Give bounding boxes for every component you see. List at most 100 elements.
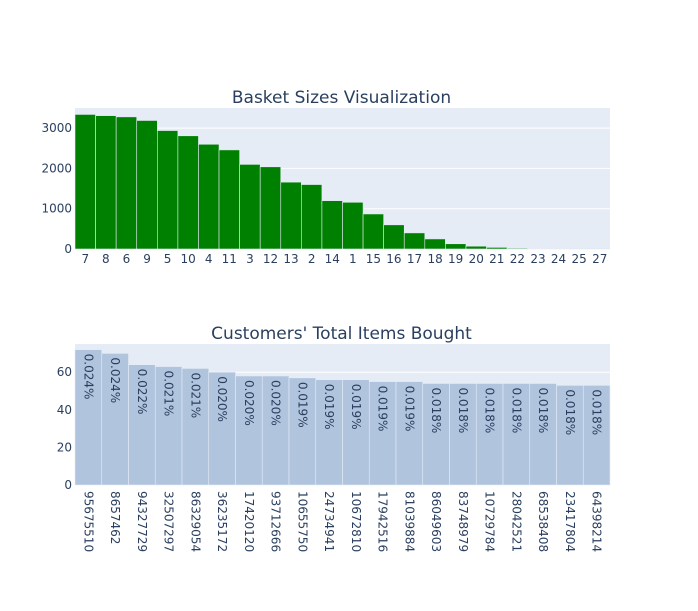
y-tick-label: 20 [57,440,72,454]
x-tick-label: 17 [407,252,422,266]
x-tick-label: 94327729 [135,491,149,552]
y-axis: 0 20 40 60 [57,365,72,492]
x-tick-label: 28042521 [509,491,523,552]
data-label: 0.019% [295,382,309,428]
x-tick-label: 13 [283,252,298,266]
data-label: 0.018% [429,387,443,433]
bar [178,136,199,249]
chart-title: Basket Sizes Visualization [232,88,451,108]
data-label: 0.024% [108,357,122,403]
x-tick-label: 1 [349,252,357,266]
bar [157,131,178,249]
bar [260,167,281,249]
x-tick-label: 10672810 [349,491,363,552]
x-tick-label: 18 [427,252,442,266]
bar [425,239,446,249]
data-label: 0.018% [536,387,550,433]
x-tick-label: 27 [592,252,607,266]
x-tick-label: 12 [263,252,278,266]
bar [137,120,158,249]
bar [343,202,364,249]
bar [116,117,137,249]
x-tick-label: 32507297 [162,491,176,552]
x-tick-label: 19 [448,252,463,266]
bar [445,244,466,249]
y-tick-label: 60 [57,365,72,379]
data-label: 0.018% [563,389,577,435]
chart-customers-items: Customers' Total Items Bought 0.024% 0.02… [57,324,610,552]
x-tick-label: 10 [181,252,196,266]
x-tick-label: 24734941 [322,491,336,552]
data-label: 0.018% [456,387,470,433]
x-tick-label: 6 [123,252,131,266]
data-label: 0.020% [215,376,229,422]
x-tick-label: 81039884 [402,491,416,552]
bar [96,116,117,249]
data-label: 0.018% [590,389,604,435]
x-tick-label: 10655750 [295,491,309,552]
x-tick-label: 17420120 [242,491,256,552]
data-label: 0.021% [162,371,176,417]
data-label: 0.019% [322,384,336,430]
bar [384,225,405,249]
x-tick-label: 22 [510,252,525,266]
bar [404,233,425,249]
data-label: 0.018% [483,387,497,433]
bar [322,201,343,249]
x-tick-label: 21 [489,252,504,266]
x-tick-label: 15 [366,252,381,266]
y-tick-label: 0 [64,478,72,492]
bar [75,114,96,249]
x-tick-label: 83748979 [456,491,470,552]
x-tick-label: 2 [308,252,316,266]
data-label: 0.019% [349,384,363,430]
x-tick-label: 25 [571,252,586,266]
data-label: 0.020% [269,380,283,426]
x-tick-label: 24 [551,252,566,266]
x-tick-label: 7 [81,252,89,266]
x-tick-label: 36235172 [215,491,229,552]
y-tick-label: 1000 [41,202,72,216]
bar [240,164,261,249]
bar [281,182,302,249]
bar [219,150,240,249]
x-tick-label: 5 [164,252,172,266]
x-tick-label: 20 [469,252,484,266]
data-label: 0.024% [81,354,95,400]
x-tick-label: 8657462 [108,491,122,544]
x-tick-label: 11 [222,252,237,266]
x-tick-label: 17942516 [376,491,390,552]
data-label: 0.018% [509,387,523,433]
y-tick-label: 3000 [41,121,72,135]
bar [507,248,528,249]
data-label: 0.022% [135,369,149,415]
x-tick-label: 4 [205,252,213,266]
x-tick-label: 8 [102,252,110,266]
bar [466,246,487,249]
x-tick-label: 64398214 [590,491,604,552]
y-tick-label: 40 [57,403,72,417]
x-tick-label: 3 [246,252,254,266]
x-tick-label: 93712666 [269,491,283,552]
bar [198,144,219,249]
x-tick-label: 23417804 [563,491,577,552]
data-label: 0.019% [402,386,416,432]
x-tick-label: 86049603 [429,491,443,552]
bar [487,247,508,249]
x-tick-label: 10729784 [483,491,497,552]
y-tick-label: 0 [64,242,72,256]
bar [301,185,322,249]
chart-title: Customers' Total Items Bought [211,324,472,344]
x-tick-label: 86329054 [188,491,202,552]
data-label: 0.020% [242,380,256,426]
x-tick-label: 68538408 [536,491,550,552]
x-tick-label: 23 [530,252,545,266]
x-tick-label: 9 [143,252,151,266]
x-tick-label: 14 [325,252,340,266]
bar [363,214,384,249]
